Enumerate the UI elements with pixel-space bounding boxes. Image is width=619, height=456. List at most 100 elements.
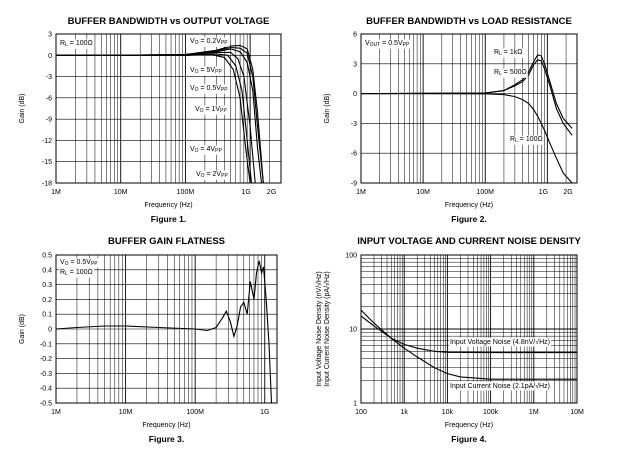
annotation: RL = 100Ω bbox=[60, 40, 93, 48]
annotation: VO = 2VPP bbox=[196, 171, 228, 179]
series-line bbox=[360, 93, 573, 184]
annotation-bg bbox=[364, 39, 411, 49]
x-tick-label: 1M bbox=[356, 189, 366, 196]
plot-frame bbox=[55, 33, 282, 184]
figure-caption: Figure 1. bbox=[151, 214, 186, 224]
x-tick-label: 10M bbox=[119, 409, 133, 416]
y-axis-label: Input Current Noise Density (pA/√Hz) bbox=[323, 271, 331, 387]
y-tick-label: 0 bbox=[353, 91, 357, 98]
plot-frame bbox=[360, 254, 578, 404]
annotation-bg bbox=[449, 381, 551, 391]
chart-title: INPUT VOLTAGE AND CURRENT NOISE DENSITY bbox=[357, 236, 581, 247]
y-tick-label: 10 bbox=[349, 327, 357, 334]
y-tick-label: -9 bbox=[46, 117, 52, 124]
annotation: VO = 1VPP bbox=[195, 106, 227, 114]
y-tick-label: 0 bbox=[48, 53, 52, 60]
chart-1: BUFFER BANDWIDTH vs OUTPUT VOLTAGE 3 0 -3 -6… bbox=[19, 16, 282, 224]
x-tick-label: 2G bbox=[267, 189, 276, 196]
y-tick-label: 0.2 bbox=[42, 297, 52, 304]
annotation: Input Current Noise (2.1pA/√Hz) bbox=[450, 382, 550, 390]
x-tick-label: 100 bbox=[355, 409, 367, 416]
y-tick-label: -0.1 bbox=[40, 341, 52, 348]
annotation-bg bbox=[189, 66, 224, 76]
annotation-bg bbox=[493, 68, 528, 78]
annotation: RL = 500Ω bbox=[494, 69, 527, 77]
annotation: VO = 0.2VPP bbox=[190, 38, 228, 46]
y-tick-label: 100 bbox=[345, 253, 357, 260]
x-tick-label: 1k bbox=[400, 409, 408, 416]
x-tick-label: 100k bbox=[483, 409, 499, 416]
annotation: VO = 0.5VPP bbox=[190, 85, 228, 93]
annotation-bg bbox=[194, 105, 229, 115]
x-axis-label: Frequency (Hz) bbox=[445, 202, 493, 209]
y-tick-label: -12 bbox=[42, 138, 52, 145]
annotation-bg bbox=[449, 337, 551, 347]
y-tick-label: -0.3 bbox=[40, 371, 52, 378]
y-tick-label: 0.4 bbox=[42, 267, 52, 274]
y-tick-label: 0 bbox=[48, 327, 52, 334]
annotation-bg bbox=[59, 258, 100, 268]
y-tick-label: -3 bbox=[46, 74, 52, 81]
figure-caption: Figure 2. bbox=[451, 214, 486, 224]
x-axis-label: Frequency (Hz) bbox=[142, 422, 190, 429]
annotation: VO = 4VPP bbox=[190, 146, 222, 154]
figure-caption: Figure 4. bbox=[451, 434, 486, 444]
annotation-bg bbox=[59, 268, 94, 278]
annotation-bg bbox=[189, 84, 230, 94]
y-tick-label: 0.5 bbox=[42, 253, 52, 260]
y-tick-label: -6 bbox=[351, 151, 357, 158]
x-tick-label: 100M bbox=[177, 189, 195, 196]
series-group bbox=[360, 54, 573, 184]
series-line bbox=[360, 315, 577, 354]
chart-3: BUFFER GAIN FLATNESS 0.5 0.4 0.3 0.2 0.1 0 -0.1… bbox=[19, 236, 278, 444]
y-tick-label: -0.2 bbox=[40, 356, 52, 363]
grid bbox=[360, 33, 578, 184]
x-tick-label: 10M bbox=[416, 189, 430, 196]
series-line bbox=[56, 54, 251, 184]
x-tick-label: 10M bbox=[570, 409, 584, 416]
annotation-bg bbox=[189, 37, 230, 47]
y-tick-label: -6 bbox=[46, 95, 52, 102]
x-tick-label: 10k bbox=[442, 409, 454, 416]
chart-2: BUFFER BANDWIDTH vs LOAD RESISTANCE 6 3 0 -3… bbox=[324, 16, 578, 224]
annotation: Input Voltage Noise (4.8nV/√Hz) bbox=[450, 338, 550, 346]
y-tick-label: -18 bbox=[42, 181, 52, 188]
series-line bbox=[360, 59, 573, 136]
grid bbox=[360, 254, 578, 404]
y-tick-label: 1 bbox=[353, 401, 357, 408]
annotation: VOUT = 0.5VPP bbox=[365, 40, 410, 48]
y-tick-label: 3 bbox=[48, 32, 52, 39]
chart-title: BUFFER BANDWIDTH vs OUTPUT VOLTAGE bbox=[68, 16, 270, 27]
x-axis-label: Frequency (Hz) bbox=[144, 202, 192, 209]
y-tick-label: -0.5 bbox=[40, 401, 52, 408]
y-tick-label: -9 bbox=[351, 181, 357, 188]
y-tick-label: 3 bbox=[353, 61, 357, 68]
annotation: RL = 100Ω bbox=[60, 269, 93, 277]
x-tick-label: 100M bbox=[186, 409, 204, 416]
y-axis-label: Gain (dB) bbox=[19, 314, 26, 344]
annotation: RL = 1kΩ bbox=[494, 49, 522, 57]
y-tick-label: -0.4 bbox=[40, 386, 52, 393]
x-tick-label: 100M bbox=[476, 189, 494, 196]
annotation-bg bbox=[59, 39, 94, 49]
plot-frame bbox=[360, 33, 578, 184]
series-group bbox=[55, 260, 273, 404]
series-group bbox=[360, 309, 577, 380]
y-tick-label: 0.1 bbox=[42, 312, 52, 319]
x-tick-label: 10M bbox=[114, 189, 128, 196]
x-axis-label: Frequency (Hz) bbox=[445, 422, 493, 429]
chart-4: INPUT VOLTAGE AND CURRENT NOISE DENSITY1… bbox=[315, 236, 584, 444]
series-group bbox=[56, 44, 264, 184]
y-axis-label: Input Voltage Noise Density (nV/√Hz) bbox=[315, 271, 323, 387]
annotation-bg bbox=[509, 135, 544, 145]
y-axis-label: Gain (dB) bbox=[324, 94, 331, 124]
x-tick-label: 1G bbox=[241, 189, 250, 196]
series-line bbox=[55, 260, 273, 404]
annotation-bg bbox=[189, 145, 224, 155]
x-tick-label: 1G bbox=[539, 189, 548, 196]
x-tick-label: 2G bbox=[563, 189, 572, 196]
x-tick-label: 1M bbox=[51, 189, 61, 196]
chart-title: BUFFER BANDWIDTH vs LOAD RESISTANCE bbox=[366, 16, 572, 27]
y-axis-label: Gain (dB) bbox=[19, 94, 26, 124]
x-tick-label: 1M bbox=[529, 409, 539, 416]
